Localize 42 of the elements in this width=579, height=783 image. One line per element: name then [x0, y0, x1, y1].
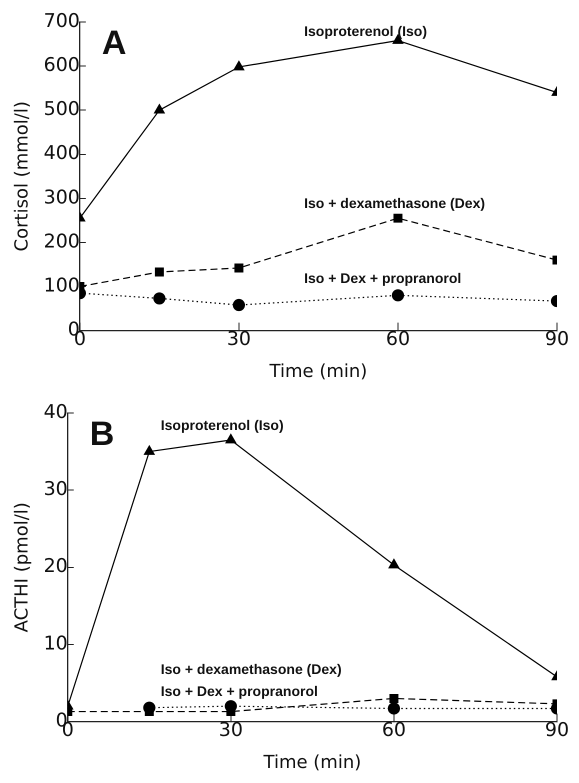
y-tick-label: 300: [44, 186, 80, 208]
y-tick-label: 200: [44, 230, 80, 252]
series-label: Iso + dexamethasone (Dex): [160, 661, 342, 678]
series-label: Iso + dexamethasone (Dex): [304, 195, 486, 212]
x-tick-label: 30: [218, 718, 243, 741]
point: [389, 694, 398, 703]
x-tick-label: 90: [544, 328, 570, 350]
y-tick-label: 600: [44, 54, 80, 76]
y-tick-label: 40: [44, 400, 68, 423]
y-tick-label: 10: [44, 632, 68, 654]
x-tick-label: 30: [226, 328, 252, 350]
x-tick-label: 90: [544, 718, 570, 741]
point: [234, 264, 244, 272]
y-axis-title: Cortisol (mmol/l): [11, 101, 32, 252]
y-tick-label: 30: [44, 478, 68, 500]
point: [154, 267, 164, 276]
point: [393, 214, 402, 223]
point: [144, 445, 155, 455]
annotation: A: [102, 24, 126, 62]
point: [388, 558, 400, 568]
series-label: Iso + Dex + propranorol: [304, 270, 462, 286]
point: [225, 434, 236, 444]
y-axis-title: ACTHI (pmol/l): [11, 502, 32, 632]
x-axis-title: Time (min): [262, 752, 362, 773]
series-label: Isoproterenol (Iso): [160, 417, 284, 434]
series-label: Isoproterenol (Iso): [304, 23, 428, 39]
y-tick-label: 400: [44, 142, 80, 164]
x-axis-title: Time (min): [268, 360, 368, 382]
point: [392, 289, 404, 302]
series-label: Iso + Dex + propranorol: [160, 683, 318, 700]
point: [232, 298, 246, 312]
annotation: B: [90, 415, 114, 453]
point: [154, 104, 165, 114]
y-tick-label: 500: [44, 98, 80, 120]
x-tick-label: 60: [386, 328, 410, 350]
point: [153, 292, 166, 305]
point: [234, 60, 244, 70]
y-tick-label: 20: [44, 555, 68, 578]
y-tick-label: 700: [44, 10, 80, 32]
y-tick-label: 100: [44, 274, 80, 296]
point: [388, 702, 400, 715]
x-tick-label: 60: [382, 718, 406, 741]
